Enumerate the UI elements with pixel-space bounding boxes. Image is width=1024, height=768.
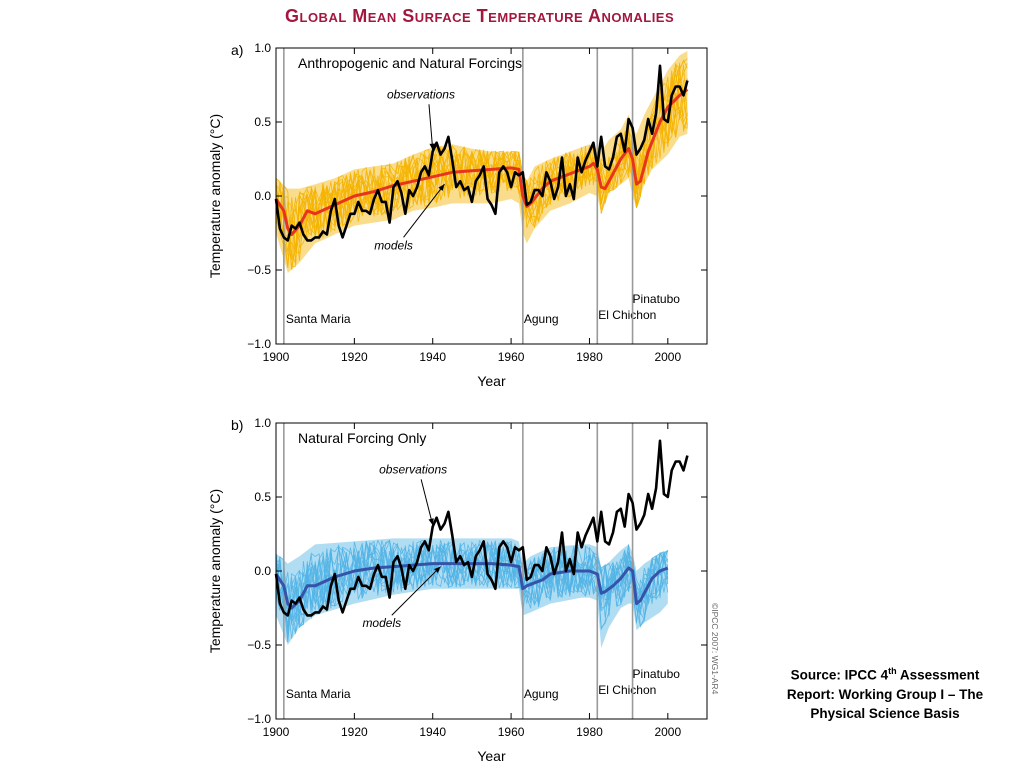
source-text-start: Source: IPCC 4 <box>790 667 889 683</box>
x-tick-label: 1920 <box>341 350 368 364</box>
y-axis-label: Temperature anomaly (°C) <box>207 114 223 278</box>
model-run-line <box>275 58 688 257</box>
annotation-observations: observations <box>387 87 455 101</box>
x-axis-label: Year <box>477 748 506 764</box>
annotation-models: models <box>374 238 413 252</box>
panel-a-chart: Santa Maria Agung El Chichon Pinatubo observ… <box>207 41 708 389</box>
model-mean-line <box>274 562 669 610</box>
x-tick-label: 1980 <box>576 350 603 364</box>
y-tick-label: 0.0 <box>254 564 271 578</box>
y-tick-label: 1.0 <box>254 416 271 430</box>
annotation-models: models <box>362 616 401 630</box>
source-citation: Source: IPCC 4th Assessment Report: Work… <box>783 662 987 723</box>
eruption-label-pinatubo: Pinatubo <box>633 292 681 306</box>
panel-b-chart: Santa Maria Agung El Chichon Pinatubo observ… <box>207 416 708 764</box>
annotation-arrowhead <box>429 143 435 151</box>
x-tick-label: 1920 <box>341 725 368 739</box>
annotation-observations: observations <box>379 462 447 476</box>
y-tick-label: 0.5 <box>254 490 271 504</box>
panel-label: a) <box>231 42 243 58</box>
page-title: Global Mean Surface Temperature Anomalie… <box>285 6 675 26</box>
y-tick-label: −1.0 <box>247 712 271 726</box>
x-tick-label: 1960 <box>498 725 525 739</box>
x-tick-label: 1940 <box>419 725 446 739</box>
eruption-label-agung: Agung <box>524 312 559 326</box>
y-tick-label: 1.0 <box>254 41 271 55</box>
y-axis-label: Temperature anomaly (°C) <box>207 489 223 653</box>
x-tick-label: 1980 <box>576 725 603 739</box>
y-tick-label: −1.0 <box>247 337 271 351</box>
annotation-arrowhead <box>438 184 445 191</box>
observations-line <box>274 439 689 617</box>
y-tick-label: 0.5 <box>254 115 271 129</box>
annotation-arrow-line <box>428 104 434 151</box>
eruption-label-agung: Agung <box>524 687 559 701</box>
x-tick-label: 2000 <box>654 350 681 364</box>
x-tick-label: 1900 <box>263 725 290 739</box>
panel-title: Natural Forcing Only <box>298 430 426 446</box>
eruption-label-pinatubo: Pinatubo <box>633 667 681 681</box>
source-text-end: Assessment Report: Working Group I – The… <box>786 667 984 721</box>
x-tick-label: 2000 <box>654 725 681 739</box>
annotation-arrow-line <box>391 566 441 616</box>
eruption-label-santa-maria: Santa Maria <box>286 312 351 326</box>
x-tick-label: 1940 <box>419 350 446 364</box>
copyright-notice: ©IPCC 2007: WG1-AR4 <box>710 603 720 695</box>
y-tick-label: −0.5 <box>247 638 271 652</box>
x-axis-label: Year <box>477 373 506 389</box>
annotation-arrow-line <box>403 183 445 238</box>
panel-label: b) <box>231 417 243 433</box>
model-run-line <box>275 540 669 642</box>
x-tick-label: 1900 <box>263 350 290 364</box>
eruption-label-el-chichon: El Chichon <box>598 308 656 322</box>
observations-line <box>274 64 689 242</box>
y-tick-label: −0.5 <box>247 263 271 277</box>
y-tick-label: 0.0 <box>254 189 271 203</box>
x-tick-label: 1960 <box>498 350 525 364</box>
annotation-arrow-line <box>420 479 434 526</box>
source-superscript: th <box>888 666 897 676</box>
annotation-arrowhead <box>434 566 441 574</box>
annotation-arrowhead <box>428 518 434 526</box>
eruption-label-santa-maria: Santa Maria <box>286 687 351 701</box>
model-run-line <box>275 64 688 268</box>
eruption-label-el-chichon: El Chichon <box>598 683 656 697</box>
panel-title: Anthropogenic and Natural Forcings <box>298 55 522 71</box>
